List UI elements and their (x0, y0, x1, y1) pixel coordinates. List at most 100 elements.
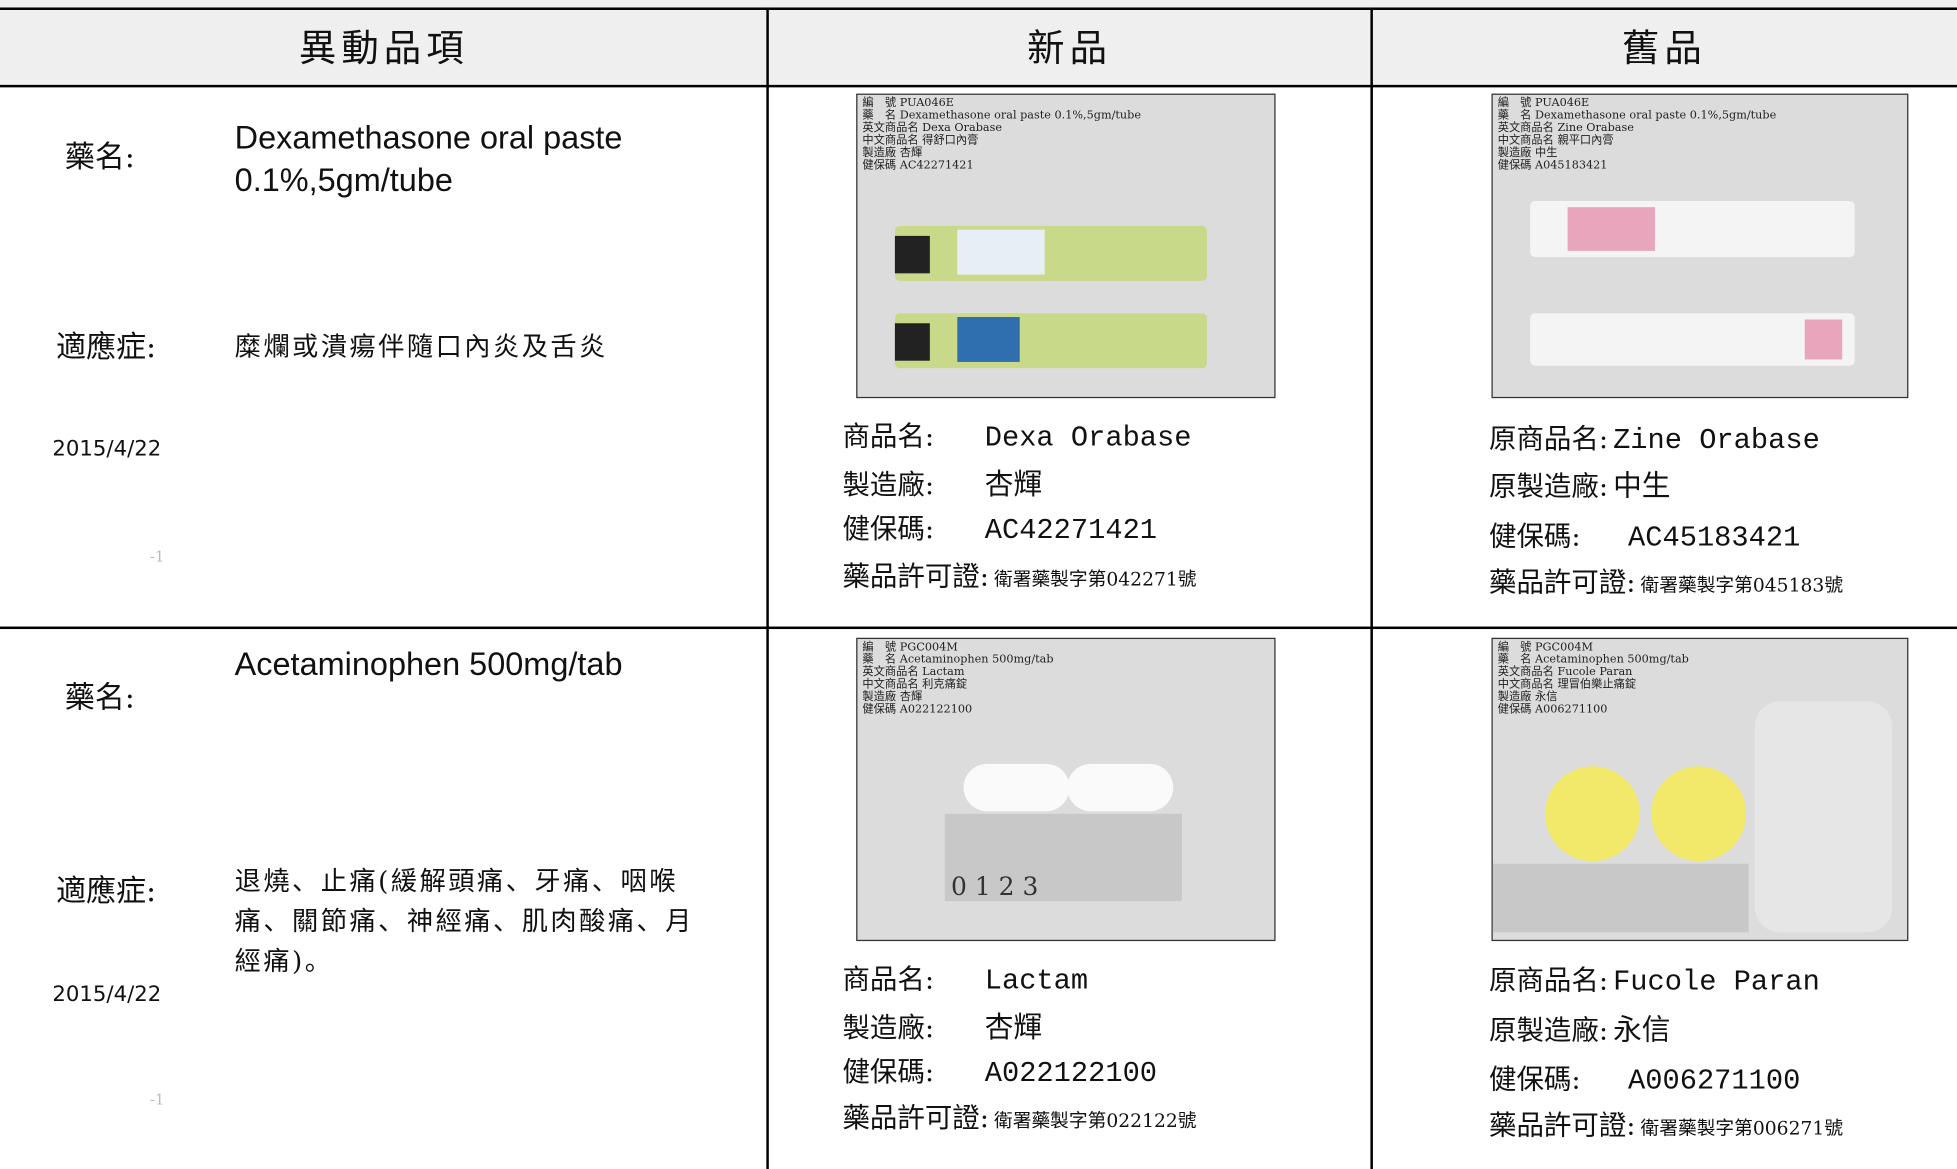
photo-label: 製造廠 永信 (1497, 691, 1558, 704)
field-label: 藥品許可證: (1488, 1110, 1636, 1143)
product-photo: 編 號 PGC004M 藥 名 Acetaminophen 500mg/tab 英文… (1491, 637, 1909, 942)
photo-label: 製造廠 杏輝 (862, 691, 923, 704)
column-header: 異動品項 (298, 27, 469, 72)
field: 藥品許可證: 衛署藥製字第022122號 (842, 1096, 1196, 1136)
indication-label: 適應症: (56, 873, 157, 909)
photo-label: 英文商品名 Zine Orabase (1497, 122, 1634, 135)
indication-label: 適應症: (56, 329, 157, 365)
svg-text:0 1 2 3: 0 1 2 3 (951, 872, 1038, 901)
field-value: 永信 (1613, 1015, 1671, 1049)
field-label: 健保碼: (1488, 521, 1581, 553)
photo-label: 編 號 PGC004M (862, 641, 958, 655)
photo-label-block: 編 號 PGC004M 藥 名 Acetaminophen 500mg/tab 英文… (1498, 642, 1689, 717)
photo-label-block: 編 號 PUA046E 藥 名 Dexamethasone oral paste … (862, 97, 1141, 172)
photo-label: 中文商品名 理冒伯樂止痛錠 (1497, 678, 1637, 692)
photo-label-block: 編 號 PGC004M 藥 名 Acetaminophen 500mg/tab 英文… (862, 642, 1053, 717)
column-header: 舊品 (1621, 27, 1707, 72)
field-label: 商品名: (842, 421, 935, 454)
field-value: 杏輝 (984, 1013, 1043, 1046)
field-value: 衛署藥製字第045183號 (1640, 574, 1844, 597)
field: 原商品名: Zine Orabase (1488, 417, 1820, 456)
field: 健保碼: AC42271421 (842, 507, 1158, 547)
field: 健保碼: AC45183421 (1489, 514, 1800, 554)
field: 製造廠: 杏輝 (842, 1003, 1042, 1045)
note: -1 (149, 1090, 165, 1109)
column-header: 新品 (1027, 27, 1113, 72)
photo-label: 製造廠 杏輝 (862, 147, 923, 160)
field: 健保碼: A006271100 (1489, 1057, 1800, 1097)
field-label: 藥品許可證: (842, 561, 990, 593)
field: 製造廠: 杏輝 (842, 461, 1042, 503)
field: 商品名: Lactam (842, 957, 1088, 997)
photo-label: 英文商品名 Dexa Orabase (862, 122, 1003, 135)
field-value: A022122100 (984, 1057, 1158, 1090)
product-photo: 編 號 PUA046E 藥 名 Dexamethasone oral paste … (1491, 93, 1909, 399)
photo-label: 製造廠 中生 (1497, 147, 1558, 160)
field-value: Dexa Orabase (984, 421, 1192, 455)
border (0, 84, 1957, 88)
photo-label: 藥 名 Dexamethasone oral paste 0.1%,5gm/tu… (862, 109, 1141, 123)
field-label: 原製造廠: (1488, 1015, 1609, 1048)
photo-label: 藥 名 Dexamethasone oral paste 0.1%,5gm/tu… (1497, 109, 1777, 123)
field: 原商品名: Fucole Paran (1488, 959, 1820, 999)
photo-label: 中文商品名 親平口內膏 (1497, 134, 1614, 148)
photo-label: 英文商品名 Fucole Paran (1497, 666, 1633, 679)
photo-art: 0 1 2 3 (944, 763, 1182, 902)
field-label: 藥品許可證: (1488, 567, 1636, 600)
field-value: 衛署藥製字第022122號 (994, 1109, 1197, 1133)
field-value: 中生 (1613, 471, 1671, 505)
photo-label: 藥 名 Acetaminophen 500mg/tab (862, 654, 1054, 667)
drug-name: Dexamethasone oral paste (234, 118, 623, 157)
photo-label: 藥 名 Acetaminophen 500mg/tab (1497, 654, 1689, 667)
field-value: 衛署藥製字第042271號 (994, 567, 1197, 591)
photo-art (1530, 200, 1855, 366)
photo-label: 健保碼 A022122100 (862, 703, 973, 717)
photo-label: 健保碼 A045183421 (1497, 159, 1608, 173)
indication: 退燒、止痛(緩解頭痛、牙痛、咽喉 (234, 866, 678, 897)
photo-label: 編 號 PUA046E (1497, 97, 1590, 110)
drug-name: Acetaminophen 500mg/tab (234, 645, 623, 683)
field-value: AC42271421 (984, 514, 1158, 547)
field: 健保碼: A022122100 (842, 1050, 1158, 1090)
product-photo: 0 1 2 3 編 號 PGC004M 藥 名 Acetaminophen 500… (856, 637, 1276, 942)
field-label: 製造廠: (842, 1013, 935, 1045)
field: 藥品許可證: 衛署藥製字第006271號 (1489, 1103, 1843, 1143)
field-label: 健保碼: (842, 514, 935, 546)
field-value: A006271100 (1628, 1064, 1801, 1098)
photo-art (1492, 701, 1893, 933)
date: 2015/4/22 (52, 436, 162, 462)
field-label: 藥品許可證: (842, 1103, 990, 1135)
border (0, 7, 1957, 10)
border (0, 626, 1957, 630)
photo-label: 健保碼 A006271100 (1497, 703, 1608, 717)
field: 藥品許可證: 衛署藥製字第045183號 (1489, 560, 1843, 600)
photo-label: 英文商品名 Lactam (862, 666, 965, 679)
field-label: 製造廠: (842, 470, 935, 502)
field-value: 杏輝 (984, 470, 1043, 503)
field-label: 原商品名: (1488, 424, 1609, 456)
border (766, 7, 769, 1169)
field-label: 健保碼: (1488, 1064, 1581, 1096)
drug-label: 藥名: (64, 139, 135, 175)
date: 2015/4/22 (52, 982, 162, 1008)
field-label: 健保碼: (842, 1057, 935, 1089)
drug-label: 藥名: (64, 680, 135, 716)
drug-name: 0.1%,5gm/tube (234, 161, 453, 199)
photo-label: 中文商品名 得舒口內膏 (862, 134, 979, 148)
field-value: 衛署藥製字第006271號 (1640, 1117, 1844, 1140)
field: 藥品許可證: 衛署藥製字第042271號 (842, 554, 1196, 594)
field-value: AC45183421 (1628, 521, 1801, 555)
photo-label: 編 號 PUA046E (862, 97, 954, 110)
field: 原製造廠: 中生 (1489, 462, 1671, 504)
product-photo: 編 號 PUA046E 藥 名 Dexamethasone oral paste … (856, 93, 1276, 399)
photo-label: 中文商品名 利克痛錠 (862, 678, 968, 692)
photo-label: 編 號 PGC004M (1497, 641, 1594, 655)
field-value: Fucole Paran (1613, 966, 1820, 999)
header-bg (0, 0, 1957, 85)
field: 商品名: Dexa Orabase (842, 414, 1191, 454)
field-label: 原商品名: (1488, 966, 1609, 998)
border (1370, 7, 1373, 1169)
note: -1 (149, 547, 165, 566)
